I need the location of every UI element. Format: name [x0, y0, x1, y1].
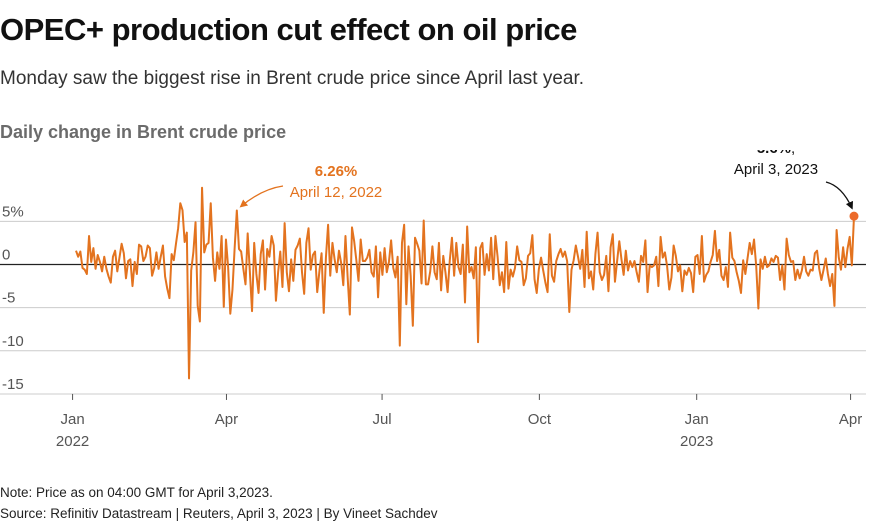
chart-title: OPEC+ production cut effect on oil price	[0, 12, 577, 47]
annotations: 6.26% April 12, 2022 5.6%, April 3, 2023	[239, 150, 853, 210]
x-tick-label: Jan	[60, 411, 84, 428]
line-chart: 5% 0 -5 -10 -15 Jan 2022 Apr Jul Oct Jan 2023 Apr 6…	[0, 150, 866, 450]
y-tick-label: 5%	[2, 203, 24, 220]
annotation-arrow-orange	[239, 185, 284, 208]
annotation-date-apr-3: April 3, 2023	[734, 161, 818, 178]
y-tick-label: -15	[2, 376, 24, 393]
chart-source: Source: Refinitiv Datastream | Reuters, …	[0, 506, 438, 521]
x-axis-ticks: Jan 2022 Apr Jul Oct Jan 2023 Apr	[56, 393, 862, 450]
chart-heading: Daily change in Brent crude price	[0, 122, 287, 142]
series-line	[75, 186, 855, 380]
annotation-value-suffix: ,	[791, 150, 795, 157]
grid-lines	[0, 220, 866, 395]
y-tick-label: -5	[2, 290, 15, 307]
series-layer	[75, 186, 859, 380]
y-tick-label: 0	[2, 247, 10, 264]
x-tick-year-label: 2022	[56, 433, 89, 450]
annotation-value-6-26: 6.26%	[315, 163, 358, 180]
annotation-arrow-black	[825, 181, 853, 210]
annotation-date-apr-12: April 12, 2022	[290, 184, 383, 201]
x-tick-year-label: 2023	[680, 433, 713, 450]
last-point-marker	[849, 211, 859, 221]
y-tick-label: -10	[2, 333, 24, 350]
x-tick-label: Oct	[528, 411, 552, 428]
chart-subtitle: Monday saw the biggest rise in Brent cru…	[0, 68, 585, 89]
y-axis-ticks: 5% 0 -5 -10 -15	[2, 203, 24, 393]
x-tick-label: Apr	[215, 411, 238, 428]
annotation-value-5-6: 5.6%,	[757, 150, 795, 157]
x-tick-label: Jul	[372, 411, 391, 428]
annotation-value-text: 5.6%	[757, 150, 791, 157]
chart-note: Note: Price as on 04:00 GMT for April 3,…	[0, 485, 273, 500]
x-tick-label: Apr	[839, 411, 862, 428]
x-tick-label: Jan	[685, 411, 709, 428]
